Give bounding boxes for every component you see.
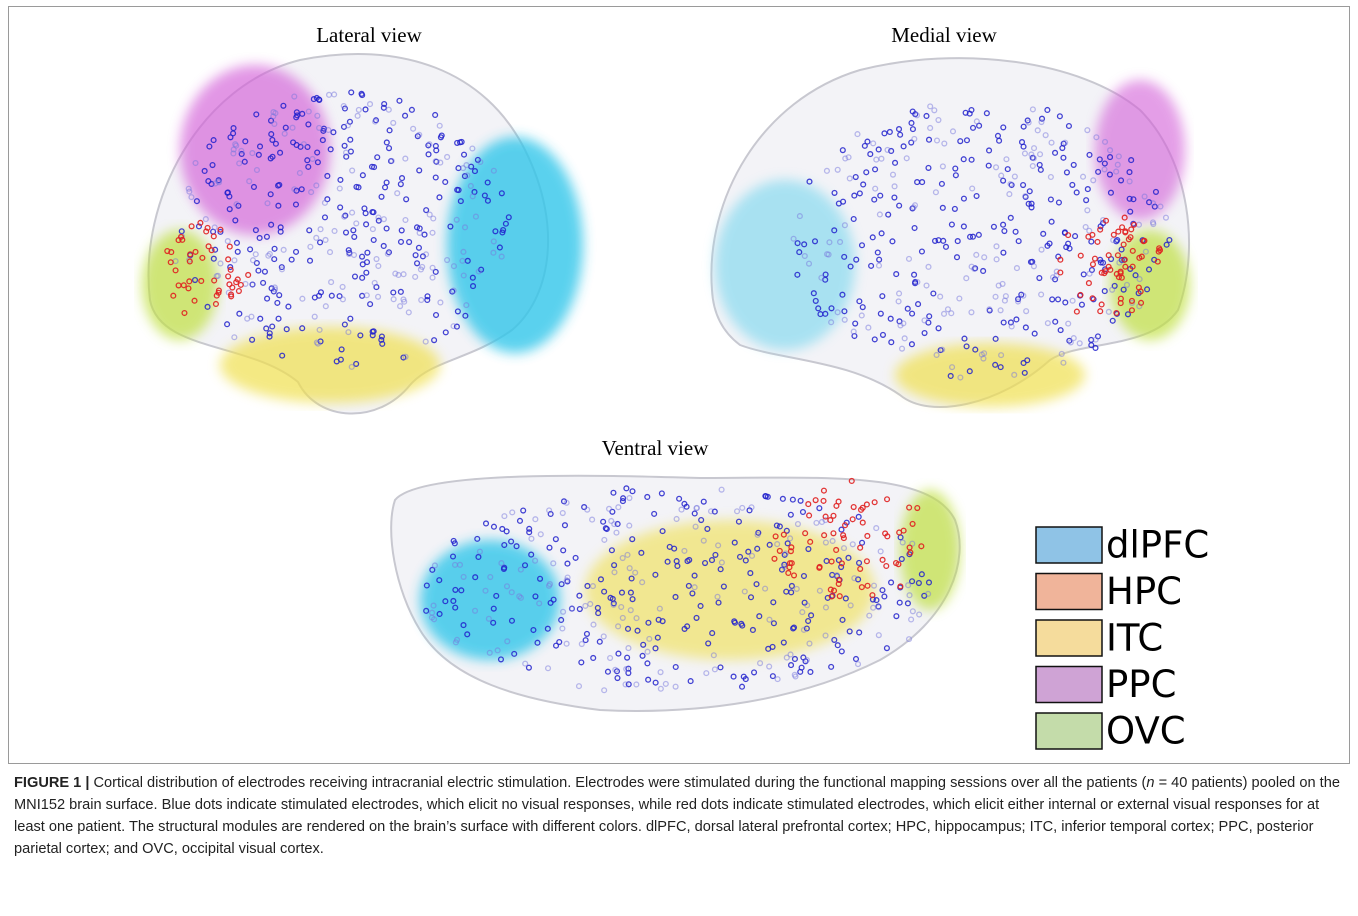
legend: dlPFCHPCITCPPCOVC — [1036, 524, 1209, 753]
caption-italic: n — [1146, 775, 1154, 791]
legend-swatch — [1036, 667, 1102, 703]
legend-label: dlPFC — [1106, 524, 1209, 567]
legend-swatch — [1036, 574, 1102, 610]
legend-label: ITC — [1106, 617, 1163, 660]
legend-label: OVC — [1106, 710, 1186, 753]
page: Lateral view Medial view Ventral view dl… — [0, 0, 1358, 916]
caption-text: Cortical distribution of electrodes rece… — [89, 775, 1146, 791]
legend-label: HPC — [1106, 570, 1182, 613]
legend-swatch — [1036, 527, 1102, 563]
caption: FIGURE 1 | Cortical distribution of elec… — [14, 772, 1346, 860]
legend-swatch — [1036, 620, 1102, 656]
figure: Lateral view Medial view Ventral view dl… — [0, 0, 1358, 770]
legend-label: PPC — [1106, 663, 1176, 706]
caption-label: FIGURE 1 | — [14, 775, 89, 791]
legend-swatch — [1036, 713, 1102, 749]
medial-brain — [711, 58, 1190, 407]
panel-title: Ventral view — [602, 436, 710, 460]
panel-title: Medial view — [891, 23, 997, 47]
panel-title: Lateral view — [316, 23, 422, 47]
